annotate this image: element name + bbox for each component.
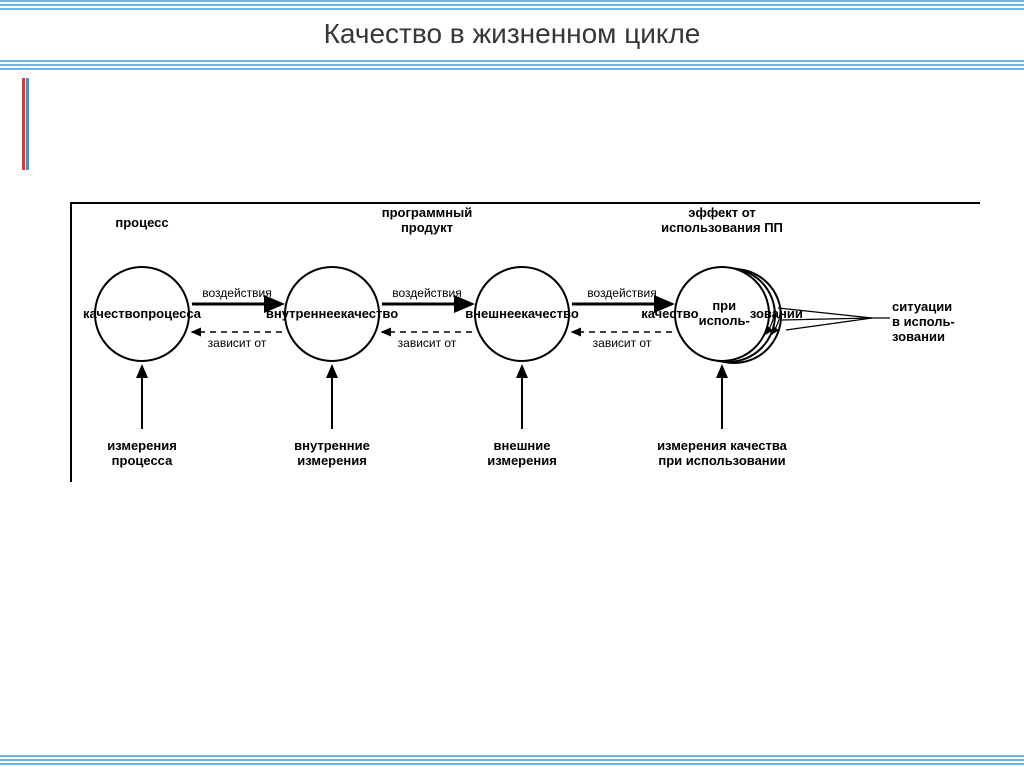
edge-label-bottom: зависит от	[577, 336, 667, 350]
edge-label-bottom: зависит от	[382, 336, 472, 350]
bottom-label: внутренниеизмерения	[252, 439, 412, 469]
bottom-stripe	[0, 755, 1024, 767]
bottom-label: внешниеизмерения	[442, 439, 602, 469]
accent-bar-blue	[26, 78, 29, 170]
lifecycle-diagram: качествопроцесса внутреннеекачество внешне…	[70, 202, 980, 482]
title-stripe	[0, 60, 1024, 72]
bottom-label: измерения качествапри использовании	[642, 439, 802, 469]
top-label: эффект отиспользования ПП	[652, 206, 792, 236]
node-n4: качествопри исполь-зовании	[674, 266, 770, 362]
top-stripe	[0, 0, 1024, 12]
top-label: процесс	[72, 216, 212, 231]
page-title: Качество в жизненном цикле	[324, 18, 701, 49]
edge-label-top: воздействия	[382, 286, 472, 300]
title-bar: Качество в жизненном цикле	[0, 12, 1024, 60]
node-n1: качествопроцесса	[94, 266, 190, 362]
edge-label-top: воздействия	[577, 286, 667, 300]
accent-bar-red	[22, 78, 25, 170]
side-annotation: ситуациив исполь-зовании	[892, 300, 982, 345]
node-n3: внешнеекачество	[474, 266, 570, 362]
content-area: качествопроцесса внутреннеекачество внешне…	[0, 72, 1024, 712]
bottom-label: измеренияпроцесса	[62, 439, 222, 469]
top-label: программныйпродукт	[357, 206, 497, 236]
edge-label-top: воздействия	[192, 286, 282, 300]
edge-label-bottom: зависит от	[192, 336, 282, 350]
node-n2: внутреннеекачество	[284, 266, 380, 362]
